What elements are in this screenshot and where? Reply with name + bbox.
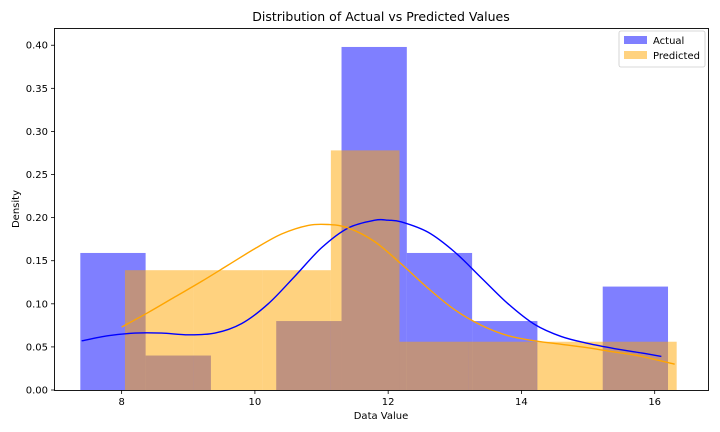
x-axis-label: Data Value	[354, 411, 409, 422]
kde-line-actual	[81, 218, 662, 358]
chart-title: Distribution of Actual vs Predicted Valu…	[252, 9, 509, 24]
y-axis: 0.00 0.05 0.10 0.15 0.20 0.25 0.30 0.35 0.40	[26, 41, 55, 397]
kde-line-predicted	[121, 223, 675, 365]
bar-predicted-4	[399, 341, 469, 390]
bar-predicted-3	[330, 150, 400, 390]
y-tick-label-7: 0.35	[26, 84, 48, 95]
y-tick-label-6: 0.30	[26, 127, 48, 138]
y-tick-label-3: 0.15	[26, 256, 48, 267]
plot-frame	[54, 28, 709, 391]
x-tick-label-0: 8	[118, 397, 124, 408]
bar-predicted-0	[124, 270, 194, 390]
x-axis: 8 10 12 14 16	[118, 390, 661, 408]
legend-label-predicted: Predicted	[653, 51, 700, 62]
legend-swatch-predicted	[624, 51, 647, 59]
x-tick-label-1: 10	[249, 397, 262, 408]
bars-layer	[80, 46, 677, 390]
y-axis-label: Density	[11, 190, 22, 228]
legend-swatch-actual	[624, 36, 647, 44]
y-tick-label-2: 0.10	[26, 299, 48, 310]
legend-label-actual: Actual	[653, 36, 684, 47]
y-tick-label-5: 0.25	[26, 170, 48, 181]
x-tick-label-4: 16	[648, 397, 661, 408]
legend: Actual Predicted	[618, 30, 706, 68]
x-tick-label-3: 14	[515, 397, 528, 408]
y-tick-label-0: 0.00	[26, 386, 48, 397]
y-tick-label-8: 0.40	[26, 41, 48, 52]
x-tick-label-2: 12	[382, 397, 395, 408]
y-tick-label-1: 0.05	[26, 342, 48, 353]
bar-predicted-6	[536, 341, 606, 390]
bar-predicted-5	[468, 341, 537, 390]
bar-predicted-2	[262, 270, 331, 390]
y-tick-label-4: 0.20	[26, 213, 48, 224]
kde-layer	[81, 218, 675, 365]
